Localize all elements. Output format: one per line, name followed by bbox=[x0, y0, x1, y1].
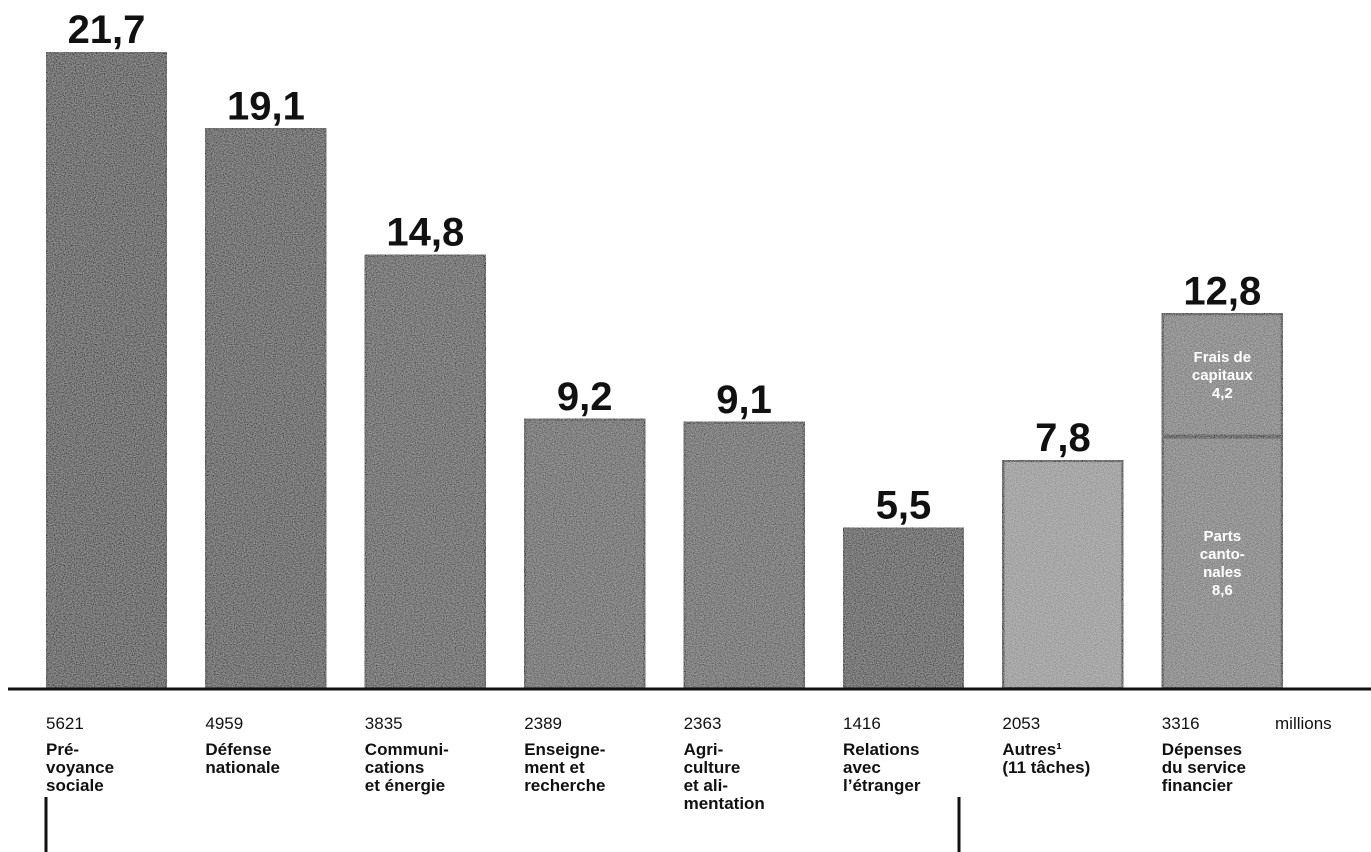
bar-5-segment-0 bbox=[841, 525, 966, 692]
value-label-4: 9,1 bbox=[716, 378, 772, 422]
segment-label-7-1-0: Frais de bbox=[1194, 349, 1252, 366]
category-label-5-0: Relations bbox=[843, 740, 920, 759]
segment-label-7-0-1: canto- bbox=[1200, 546, 1245, 563]
category-label-2-0: Communi- bbox=[365, 740, 449, 759]
segment-label-7-0-0: Parts bbox=[1204, 528, 1242, 545]
category-label-7-1: du service bbox=[1162, 758, 1246, 777]
amount-label-6: 2053 bbox=[1002, 714, 1040, 733]
category-label-5-2: l’étranger bbox=[843, 776, 921, 795]
category-label-2-2: et énergie bbox=[365, 776, 445, 795]
bar-2-segment-0 bbox=[362, 252, 488, 691]
category-label-6-0: Autres¹ bbox=[1002, 740, 1062, 759]
bar-4-segment-0 bbox=[681, 419, 807, 691]
value-label-2: 14,8 bbox=[386, 211, 464, 255]
category-label-3-2: recherche bbox=[524, 776, 605, 795]
segment-label-7-0-2: nales bbox=[1203, 564, 1241, 581]
category-label-7-2: financier bbox=[1162, 776, 1233, 795]
amount-label-3: 2389 bbox=[524, 714, 562, 733]
bars-group bbox=[44, 50, 1285, 692]
bar-7-segment-0 bbox=[1159, 434, 1285, 692]
category-label-4-2: et ali- bbox=[684, 776, 728, 795]
bar-6-segment-0 bbox=[1000, 458, 1126, 691]
category-label-4-0: Agri- bbox=[684, 740, 724, 759]
category-label-2-1: cations bbox=[365, 758, 425, 777]
amount-label-0: 5621 bbox=[46, 714, 84, 733]
value-label-7: 12,8 bbox=[1183, 269, 1261, 313]
category-label-7-0: Dépenses bbox=[1162, 740, 1242, 759]
segment-label-7-1-2: 4,2 bbox=[1212, 385, 1233, 402]
value-label-5: 5,5 bbox=[876, 484, 932, 528]
unit-label: millions bbox=[1275, 714, 1332, 733]
category-label-0-2: sociale bbox=[46, 776, 104, 795]
segment-label-7-1-1: capitaux bbox=[1192, 367, 1254, 384]
value-label-6: 7,8 bbox=[1035, 416, 1091, 460]
category-label-0-1: voyance bbox=[46, 758, 114, 777]
category-label-4-1: culture bbox=[684, 758, 741, 777]
category-label-3-0: Enseigne- bbox=[524, 740, 605, 759]
bar-1-segment-0 bbox=[203, 126, 329, 692]
category-label-1-0: Défense bbox=[205, 740, 271, 759]
amount-label-5: 1416 bbox=[843, 714, 881, 733]
bar-7-segment-1 bbox=[1159, 311, 1285, 439]
category-label-5-1: avec bbox=[843, 758, 881, 777]
category-label-6-1: (11 tâches) bbox=[1002, 758, 1090, 777]
category-label-3-1: ment et bbox=[524, 758, 585, 777]
value-label-0: 21,7 bbox=[68, 8, 146, 52]
amount-label-7: 3316 bbox=[1162, 714, 1200, 733]
category-label-1-1: nationale bbox=[205, 758, 280, 777]
value-label-3: 9,2 bbox=[557, 375, 613, 419]
segment-label-7-0-3: 8,6 bbox=[1212, 582, 1233, 599]
bar-3-segment-0 bbox=[522, 416, 648, 691]
amount-label-2: 3835 bbox=[365, 714, 403, 733]
category-label-4-3: mentation bbox=[684, 794, 765, 813]
value-label-1: 19,1 bbox=[227, 84, 305, 128]
category-label-0-0: Pré- bbox=[46, 740, 79, 759]
bar-0-segment-0 bbox=[44, 50, 169, 691]
amount-label-4: 2363 bbox=[684, 714, 722, 733]
amount-label-1: 4959 bbox=[205, 714, 243, 733]
